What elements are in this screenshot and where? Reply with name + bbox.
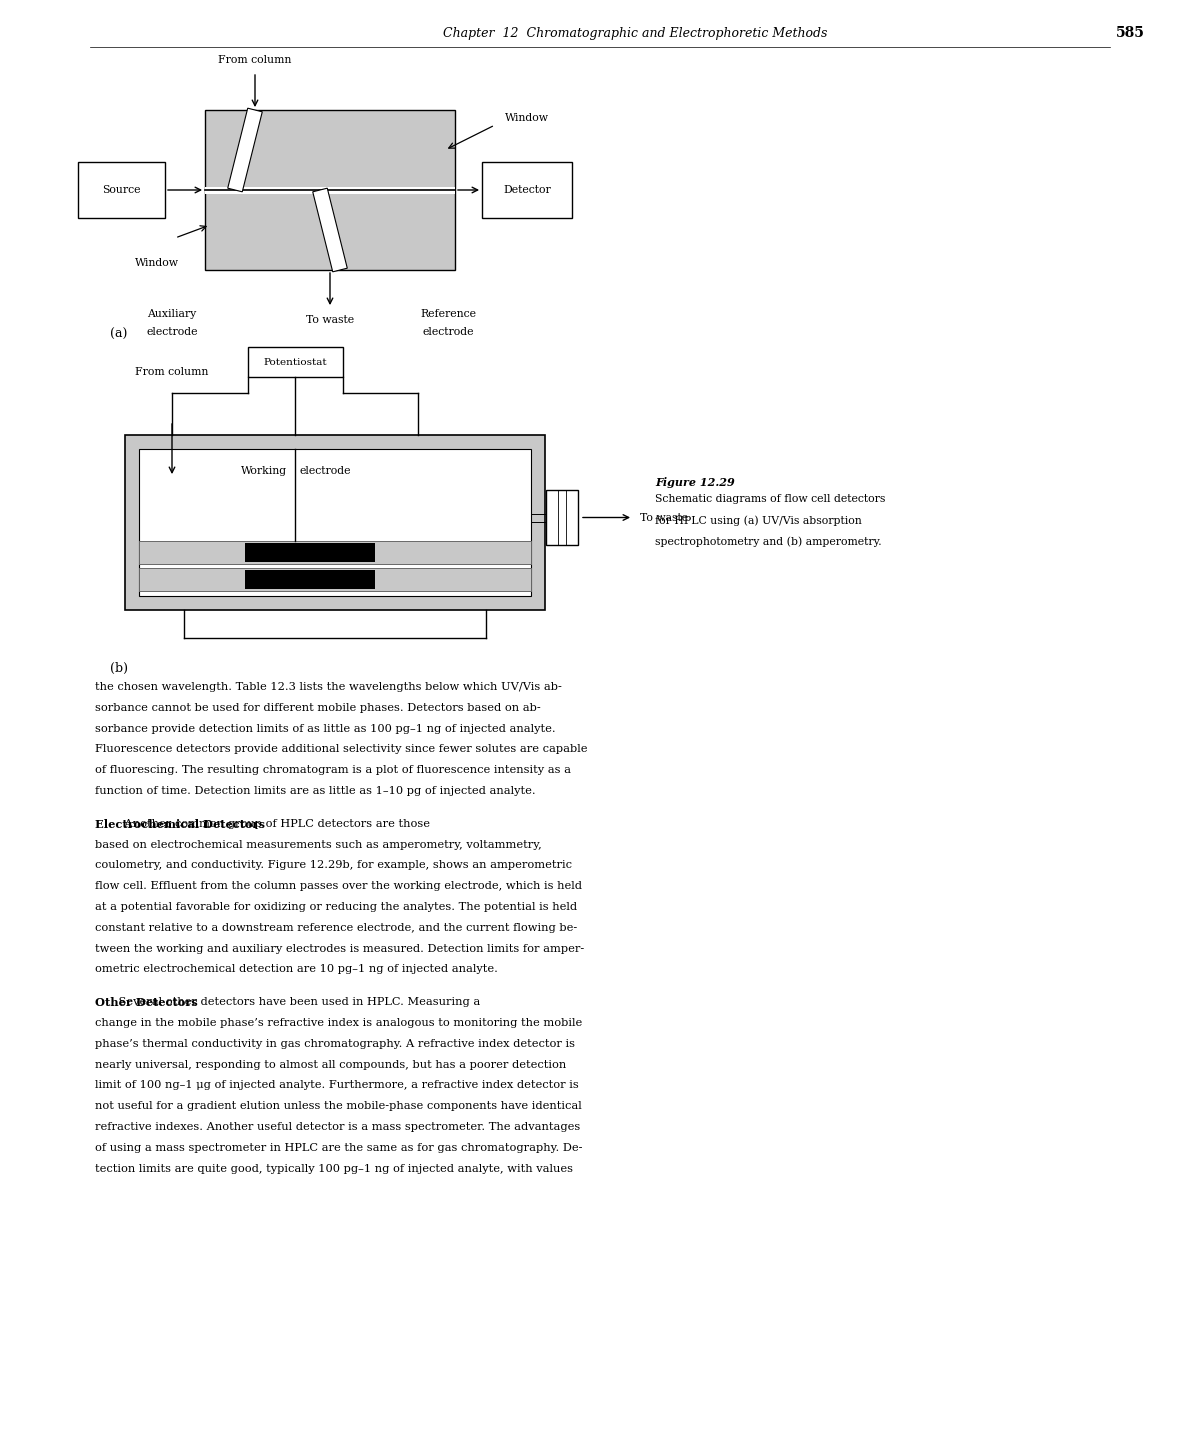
Text: refractive indexes. Another useful detector is a mass spectrometer. The advantag: refractive indexes. Another useful detec… — [95, 1122, 581, 1132]
Text: electrode: electrode — [146, 327, 198, 338]
Text: Window: Window — [505, 113, 550, 124]
Text: spectrophotometry and (b) amperometry.: spectrophotometry and (b) amperometry. — [655, 537, 882, 547]
Text: To waste: To waste — [640, 512, 688, 522]
Bar — [139, 567, 530, 591]
Text: Window: Window — [134, 258, 179, 268]
Text: Source: Source — [102, 185, 140, 195]
Bar — [205, 191, 455, 271]
Text: electrode: electrode — [422, 327, 474, 338]
Bar — [78, 162, 166, 218]
Text: (a): (a) — [110, 327, 127, 340]
Text: tection limits are quite good, typically 100 pg–1 ng of injected analyte, with v: tection limits are quite good, typically… — [95, 1164, 574, 1174]
Bar — [546, 490, 578, 546]
Text: Schematic diagrams of flow cell detectors: Schematic diagrams of flow cell detector… — [655, 493, 886, 503]
Text: Auxiliary: Auxiliary — [148, 308, 197, 319]
Text: ometric electrochemical detection are 10 pg–1 ng of injected analyte.: ometric electrochemical detection are 10… — [95, 965, 498, 975]
Text: Other Detectors: Other Detectors — [95, 997, 198, 1008]
Text: Figure 12.29: Figure 12.29 — [655, 476, 734, 487]
Text: limit of 100 ng–1 μg of injected analyte. Furthermore, a refractive index detect: limit of 100 ng–1 μg of injected analyte… — [95, 1081, 578, 1090]
Bar — [139, 541, 530, 565]
Bar — [139, 450, 530, 597]
Text: Working: Working — [241, 466, 287, 476]
Text: based on electrochemical measurements such as amperometry, voltammetry,: based on electrochemical measurements su… — [95, 840, 541, 850]
Text: phase’s thermal conductivity in gas chromatography. A refractive index detector : phase’s thermal conductivity in gas chro… — [95, 1039, 575, 1049]
Polygon shape — [313, 188, 347, 272]
Text: sorbance cannot be used for different mobile phases. Detectors based on ab-: sorbance cannot be used for different mo… — [95, 703, 541, 713]
Text: at a potential favorable for oxidizing or reducing the analytes. The potential i: at a potential favorable for oxidizing o… — [95, 902, 577, 912]
Text: for HPLC using (a) UV/Vis absorption: for HPLC using (a) UV/Vis absorption — [655, 515, 862, 525]
Text: coulometry, and conductivity. Figure 12.29b, for example, shows an amperometric: coulometry, and conductivity. Figure 12.… — [95, 860, 572, 870]
Text: nearly universal, responding to almost all compounds, but has a poorer detection: nearly universal, responding to almost a… — [95, 1059, 566, 1069]
Polygon shape — [228, 108, 263, 192]
Text: of using a mass spectrometer in HPLC are the same as for gas chromatography. De-: of using a mass spectrometer in HPLC are… — [95, 1142, 582, 1152]
Bar — [245, 543, 374, 562]
Text: (b): (b) — [110, 662, 128, 675]
Text: function of time. Detection limits are as little as 1–10 pg of injected analyte.: function of time. Detection limits are a… — [95, 786, 535, 796]
Text: flow cell. Effluent from the column passes over the working electrode, which is : flow cell. Effluent from the column pass… — [95, 882, 582, 892]
Text: Fluorescence detectors provide additional selectivity since fewer solutes are ca: Fluorescence detectors provide additiona… — [95, 745, 588, 754]
Text: sorbance provide detection limits of as little as 100 pg–1 ng of injected analyt: sorbance provide detection limits of as … — [95, 723, 556, 733]
Text: change in the mobile phase’s refractive index is analogous to monitoring the mob: change in the mobile phase’s refractive … — [95, 1018, 582, 1029]
Text: Chapter  12  Chromatographic and Electrophoretic Methods: Chapter 12 Chromatographic and Electroph… — [443, 26, 827, 39]
Text: Another common group of HPLC detectors are those: Another common group of HPLC detectors a… — [109, 819, 430, 829]
Text: Detector: Detector — [503, 185, 551, 195]
Bar — [125, 435, 545, 610]
Bar — [247, 346, 342, 377]
Text: the chosen wavelength. Table 12.3 lists the wavelengths below which UV/Vis ab-: the chosen wavelength. Table 12.3 lists … — [95, 682, 562, 693]
Bar — [245, 570, 374, 589]
Text: To waste: To waste — [306, 314, 354, 324]
Bar — [205, 111, 455, 191]
Text: of fluorescing. The resulting chromatogram is a plot of fluorescence intensity a: of fluorescing. The resulting chromatogr… — [95, 765, 571, 776]
Text: From column: From column — [136, 367, 209, 377]
Text: Reference: Reference — [420, 308, 476, 319]
Text: Potentiostat: Potentiostat — [263, 358, 326, 367]
Text: Electrochemical Detectors: Electrochemical Detectors — [95, 819, 265, 829]
Text: not useful for a gradient elution unless the mobile-phase components have identi: not useful for a gradient elution unless… — [95, 1101, 582, 1112]
Text: electrode: electrode — [299, 466, 350, 476]
Bar — [205, 186, 455, 194]
Text: From column: From column — [218, 55, 292, 65]
Bar — [482, 162, 572, 218]
Text: Several other detectors have been used in HPLC. Measuring a: Several other detectors have been used i… — [104, 997, 480, 1007]
Text: 585: 585 — [1116, 26, 1145, 39]
Text: constant relative to a downstream reference electrode, and the current flowing b: constant relative to a downstream refere… — [95, 922, 577, 933]
Text: tween the working and auxiliary electrodes is measured. Detection limits for amp: tween the working and auxiliary electrod… — [95, 944, 584, 953]
